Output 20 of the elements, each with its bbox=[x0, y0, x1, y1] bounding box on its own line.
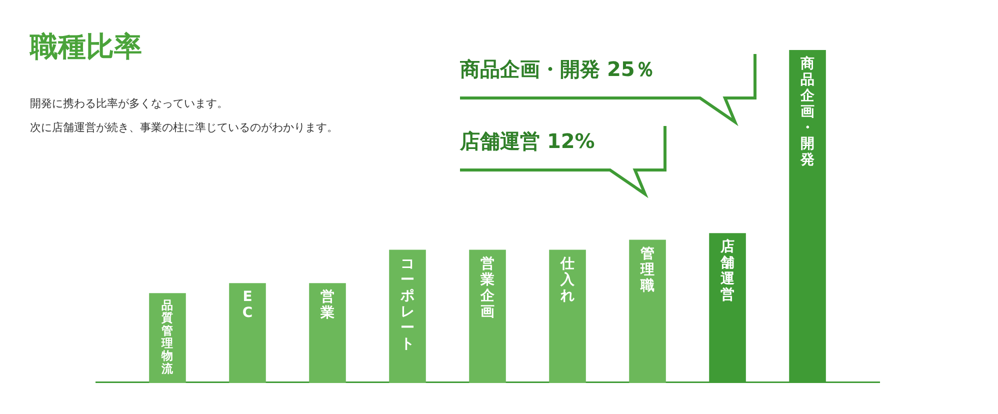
annotation: 店舗運営 12% bbox=[460, 128, 595, 155]
chart-title: 職種比率 bbox=[30, 29, 142, 65]
bar bbox=[469, 250, 506, 383]
text: 開発に携わる比率が多くなっています。 bbox=[30, 97, 228, 110]
x-tick-label: 営業 bbox=[319, 289, 334, 322]
x-tick-label: 管理職 bbox=[640, 246, 655, 294]
x-tick-label: 営業企画 bbox=[480, 256, 496, 320]
x-tick-label: EC bbox=[242, 289, 253, 322]
bar bbox=[549, 250, 586, 383]
x-tick-label: 商品企画・開発 bbox=[800, 55, 816, 168]
bar bbox=[309, 283, 346, 383]
bar bbox=[629, 240, 666, 383]
annotation: 商品企画・開発 25％ bbox=[460, 56, 655, 83]
bar bbox=[389, 250, 426, 383]
bar bbox=[229, 283, 266, 383]
x-tick-label: 仕入れ bbox=[560, 256, 576, 304]
annotation: 次に店舗運営が続き、事業の柱に準じているのがわかります。 bbox=[30, 121, 338, 134]
x-tick-label: 品質管理物流 bbox=[160, 298, 174, 376]
x-tick-label: 店舗運営 bbox=[720, 238, 736, 304]
x-tick-label: コーポレート bbox=[399, 256, 414, 352]
